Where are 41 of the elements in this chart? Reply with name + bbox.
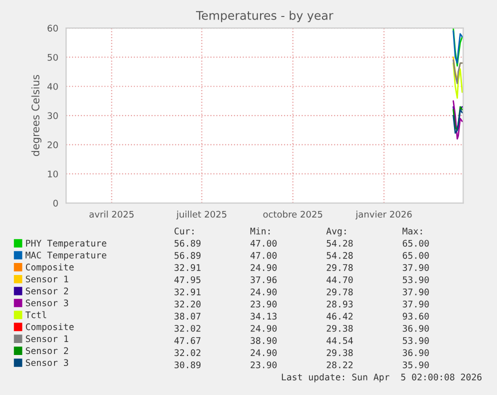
legend-label: Composite <box>26 323 74 332</box>
text: Cur: Min: Avg: Max: <box>174 227 422 236</box>
x-tick-label: janvier 2026 <box>355 210 412 220</box>
text: 47.67 38.90 44.54 53.90 <box>174 337 429 344</box>
legend-label: Sensor 1 <box>26 276 68 282</box>
legend-label: Sensor 3 <box>26 299 68 306</box>
y-tick-label: 0 <box>53 200 58 207</box>
text: 56.89 47.00 54.28 65.00 <box>174 252 429 259</box>
y-tick-label: 60 <box>48 24 58 32</box>
text: Last update: Sun Apr 5 02:00:08 2026 <box>282 373 482 382</box>
legend-label: Tctl <box>25 311 46 318</box>
x-tick-label: octobre 2025 <box>263 210 322 218</box>
legend-label: Sensor 2 <box>26 347 68 354</box>
legend-label: Composite <box>26 263 74 272</box>
text: 32.91 24.90 29.78 37.90 <box>174 264 429 271</box>
legend-label: Sensor 3 <box>26 359 68 366</box>
text: 38.07 34.13 46.42 93.60 <box>174 312 429 320</box>
y-tick-label: 10 <box>48 170 58 178</box>
x-tick-label: juillet 2025 <box>176 210 226 220</box>
line-series <box>452 109 463 134</box>
text: 30.89 23.90 28.22 35.90 <box>174 361 429 368</box>
text: 56.89 47.00 54.28 65.00 <box>174 240 429 247</box>
text: 32.02 24.90 29.38 36.90 <box>174 349 429 356</box>
x-tick-label: avril 2025 <box>89 210 134 218</box>
line-series <box>452 59 463 84</box>
text: 32.91 24.90 29.78 37.90 <box>174 288 429 296</box>
y-tick-label: 20 <box>48 141 58 148</box>
y-tick-label: 30 <box>48 112 58 120</box>
line-series <box>452 100 463 140</box>
legend-label: MAC Temperature <box>26 252 106 260</box>
y-tick-label: 50 <box>48 54 58 61</box>
text: 32.02 24.90 29.38 36.90 <box>174 324 429 332</box>
line-series <box>452 62 463 99</box>
chart-title: Temperatures - by year <box>196 10 334 22</box>
y-tick-label: 40 <box>47 83 58 90</box>
text: 47.95 37.96 44.70 53.90 <box>174 276 429 284</box>
y-axis-title: degrees Celsius <box>31 74 42 156</box>
text: 32.20 23.90 28.93 37.90 <box>174 300 429 308</box>
legend-label: PHY Temperature <box>26 240 106 248</box>
legend-label: Sensor 2 <box>26 288 68 294</box>
legend-label: Sensor 1 <box>26 335 68 342</box>
